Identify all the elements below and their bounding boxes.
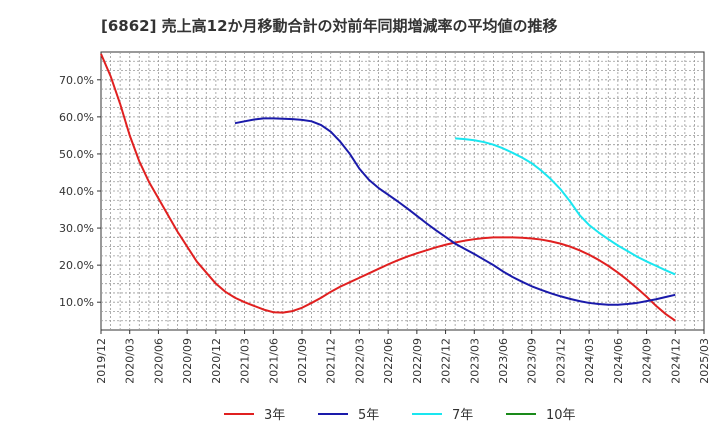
x-tick-label: 2020/09 [181, 338, 194, 384]
legend: 3年 5年 7年 10年 [224, 408, 576, 423]
legend-label: 10年 [546, 408, 576, 423]
chart-title: [6862] 売上高12か月移動合計の対前年同期増減率の平均値の推移 [101, 17, 558, 35]
legend-label: 5年 [358, 408, 379, 423]
y-tick-label: 30.0% [59, 222, 94, 235]
series-line-3 [455, 137, 676, 276]
x-tick-label: 2022/06 [382, 338, 395, 384]
x-tick-label: 2025/03 [698, 338, 711, 384]
x-tick-label: 2020/12 [210, 338, 223, 384]
y-tick-label: 20.0% [59, 259, 94, 272]
x-axis: 2019/12 2020/03 2020/06 2020/09 2020/12 2021/… [95, 330, 711, 384]
legend-label: 7年 [452, 408, 473, 423]
y-tick-label: 60.0% [59, 111, 94, 124]
x-tick-label: 2021/03 [239, 338, 252, 384]
y-tick-label: 50.0% [59, 148, 94, 161]
x-tick-label: 2024/09 [641, 338, 654, 384]
x-tick-label: 2023/03 [468, 338, 481, 384]
x-tick-label: 2024/06 [612, 338, 625, 384]
x-tick-label: 2023/09 [526, 338, 539, 384]
legend-label: 3年 [264, 408, 285, 423]
x-tick-label: 2022/12 [440, 338, 453, 384]
y-tick-label: 10.0% [59, 296, 94, 309]
y-tick-label: 70.0% [59, 74, 94, 87]
x-tick-label: 2021/09 [296, 338, 309, 384]
x-tick-label: 2021/06 [267, 338, 280, 384]
x-tick-label: 2020/06 [152, 338, 165, 384]
x-tick-label: 2021/12 [325, 338, 338, 384]
x-tick-label: 2023/06 [497, 338, 510, 384]
x-tick-label: 2020/03 [124, 338, 137, 384]
x-tick-label: 2019/12 [95, 338, 108, 384]
x-tick-label: 2024/03 [583, 338, 596, 384]
grid [101, 52, 704, 330]
series-line-1 [100, 53, 676, 322]
series-line-2 [234, 117, 676, 306]
x-tick-label: 2022/03 [353, 338, 366, 384]
x-tick-label: 2022/09 [411, 338, 424, 384]
x-tick-label: 2024/12 [669, 338, 682, 384]
x-tick-label: 2023/12 [554, 338, 567, 384]
series-lines [100, 53, 676, 322]
y-axis: 10.0% 20.0% 30.0% 40.0% 50.0% 60.0% 70.0% [59, 74, 101, 309]
y-tick-label: 40.0% [59, 185, 94, 198]
